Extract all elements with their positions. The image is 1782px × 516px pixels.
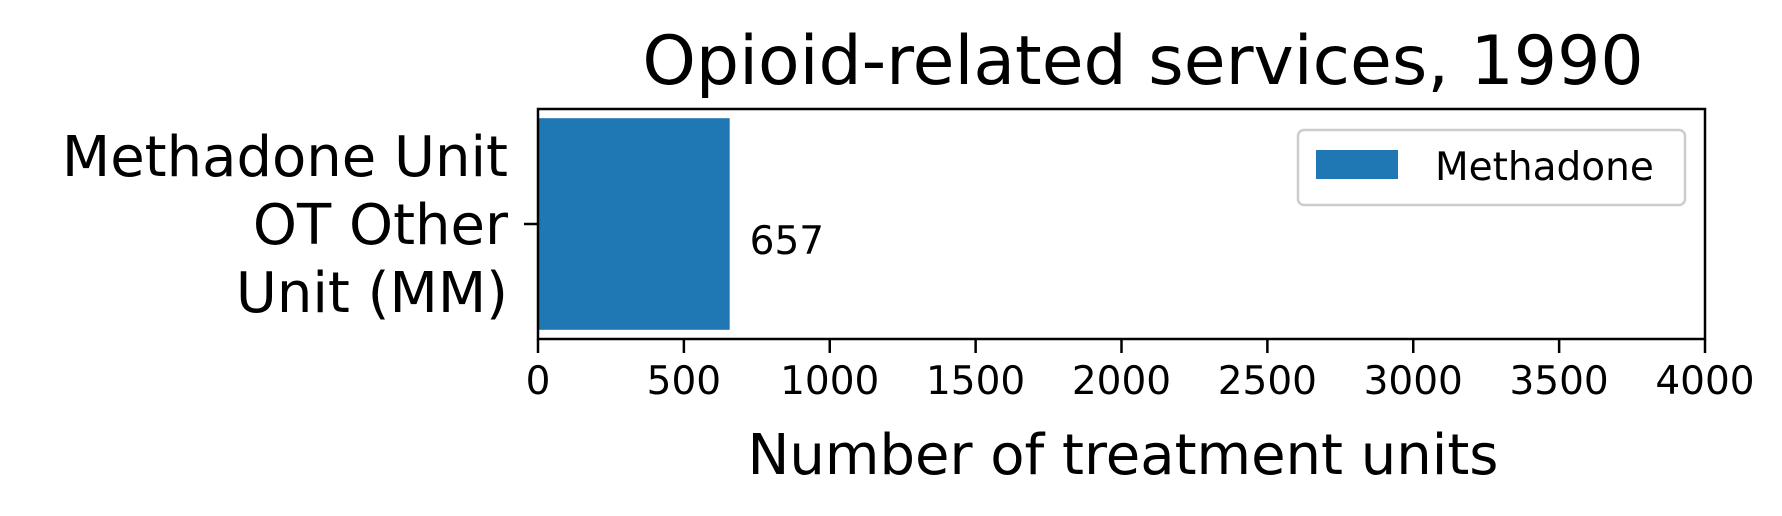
x-tick-label: 2000 [1072, 359, 1171, 404]
y-tick-label: Methadone Unit OT Other Unit (MM) [62, 125, 509, 326]
x-tick-label: 3000 [1364, 359, 1463, 404]
x-tick-label: 500 [647, 359, 721, 404]
chart-title: Opioid-related services, 1990 [642, 22, 1643, 101]
legend-label: Methadone [1435, 145, 1654, 190]
x-tick-label: 2500 [1218, 359, 1317, 404]
legend-swatch [1316, 150, 1398, 179]
plot-area: 657 Methadone Unit OT Other Unit (MM) 0 500 10… [62, 107, 1755, 404]
x-axis-label: Number of treatment units [748, 423, 1499, 488]
x-tick-label: 1000 [780, 359, 879, 404]
x-tick-label: 3500 [1509, 359, 1608, 404]
x-tick-label: 0 [526, 359, 551, 404]
legend-box [1296, 128, 1687, 207]
x-tick-label: 4000 [1655, 359, 1754, 404]
data-label: 657 [750, 219, 824, 264]
x-tick-label: 1500 [926, 359, 1025, 404]
bar-1-1 [538, 118, 730, 330]
axes-frame [536, 107, 1707, 341]
